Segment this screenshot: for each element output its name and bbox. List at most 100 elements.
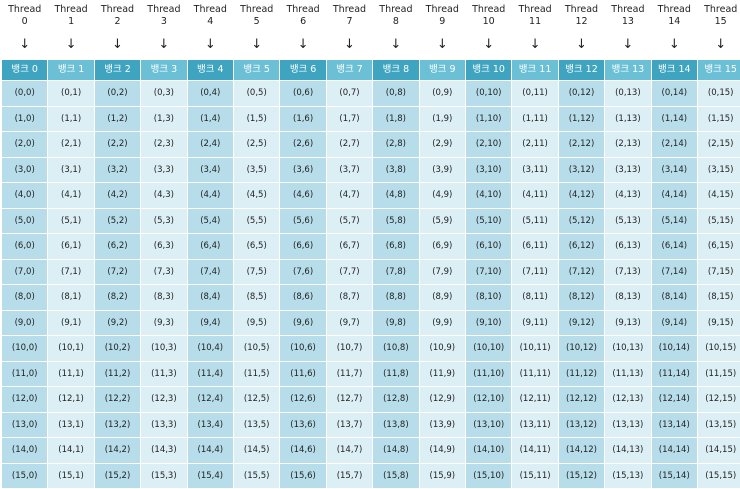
memory-cell: (12,11) [512, 387, 558, 412]
memory-cell: (2,9) [419, 132, 465, 157]
memory-cell: (13,13) [605, 412, 651, 437]
memory-cell: (15,7) [326, 463, 373, 488]
arrow-down-icon: ↓ [19, 37, 31, 52]
memory-cell: (9,9) [419, 310, 465, 335]
thread-word: Thread [147, 4, 181, 15]
thread-label-10: Thread 10 [466, 4, 511, 28]
memory-cell: (15,15) [698, 463, 740, 488]
memory-cell: (0,13) [605, 81, 651, 106]
thread-word: Thread [8, 4, 42, 15]
bank-header-11: 뱅크 11 [512, 60, 558, 80]
memory-cell: (9,0) [2, 310, 48, 335]
memory-cell: (7,3) [141, 259, 187, 284]
memory-cell: (7,4) [187, 259, 233, 284]
memory-cell: (10,0) [2, 336, 48, 361]
memory-cell: (2,5) [234, 132, 280, 157]
memory-cell: (14,5) [234, 438, 280, 463]
memory-cell: (5,6) [280, 208, 326, 233]
memory-cell: (13,3) [141, 412, 187, 437]
memory-cell: (13,15) [698, 412, 740, 437]
memory-cell: (4,7) [326, 183, 373, 208]
memory-cell: (15,3) [141, 463, 187, 488]
memory-cell: (1,2) [94, 106, 141, 131]
memory-cell: (7,10) [466, 259, 512, 284]
memory-cell: (14,9) [419, 438, 465, 463]
bank-header-3: 뱅크 3 [141, 60, 187, 80]
thread-label-11: Thread 11 [512, 4, 557, 28]
memory-cell: (0,11) [512, 81, 558, 106]
memory-cell: (11,6) [280, 361, 326, 386]
arrow-down-icon: ↓ [622, 37, 634, 52]
memory-cell: (4,14) [651, 183, 697, 208]
memory-cell: (3,10) [466, 157, 512, 182]
memory-cell: (4,11) [512, 183, 558, 208]
memory-cell: (5,8) [373, 208, 419, 233]
memory-cell: (2,1) [48, 132, 94, 157]
memory-cell: (10,15) [698, 336, 740, 361]
memory-cell: (3,4) [187, 157, 233, 182]
memory-cell: (12,13) [605, 387, 651, 412]
memory-cell: (0,4) [187, 81, 233, 106]
memory-cell: (12,3) [141, 387, 187, 412]
memory-cell: (4,4) [187, 183, 233, 208]
memory-cell: (10,4) [187, 336, 233, 361]
memory-cell: (8,7) [326, 285, 373, 310]
memory-cell: (12,0) [2, 387, 48, 412]
thread-number: 15 [714, 16, 727, 27]
thread-word: Thread [704, 4, 738, 15]
memory-cell: (9,1) [48, 310, 94, 335]
bank-header-0: 뱅크 0 [2, 60, 48, 80]
arrow-down-icon: ↓ [436, 37, 448, 52]
memory-cell: (3,11) [512, 157, 558, 182]
memory-cell: (14,6) [280, 438, 326, 463]
arrow-down-icon: ↓ [668, 37, 680, 52]
memory-cell: (4,13) [605, 183, 651, 208]
memory-cell: (8,8) [373, 285, 419, 310]
thread-label-4: Thread 4 [188, 4, 233, 28]
arrow-down-icon: ↓ [204, 37, 216, 52]
memory-cell: (4,10) [466, 183, 512, 208]
memory-cell: (14,3) [141, 438, 187, 463]
memory-cell: (4,8) [373, 183, 419, 208]
thread-number: 6 [300, 16, 307, 27]
memory-cell: (8,10) [466, 285, 512, 310]
memory-cell: (6,8) [373, 234, 419, 259]
memory-cell: (13,10) [466, 412, 512, 437]
memory-cell: (9,13) [605, 310, 651, 335]
memory-cell: (15,5) [234, 463, 280, 488]
memory-cell: (6,4) [187, 234, 233, 259]
memory-cell: (12,8) [373, 387, 419, 412]
memory-cell: (13,12) [558, 412, 605, 437]
memory-cell: (11,0) [2, 361, 48, 386]
thread-number: 10 [482, 16, 495, 27]
memory-cell: (2,4) [187, 132, 233, 157]
memory-cell: (4,9) [419, 183, 465, 208]
arrow-down-icon: ↓ [483, 37, 495, 52]
memory-cell: (13,7) [326, 412, 373, 437]
memory-cell: (9,15) [698, 310, 740, 335]
memory-cell: (6,9) [419, 234, 465, 259]
bank-header-12: 뱅크 12 [558, 60, 605, 80]
bank-header-1: 뱅크 1 [48, 60, 94, 80]
memory-cell: (14,7) [326, 438, 373, 463]
thread-number: 2 [114, 16, 121, 27]
memory-cell: (2,14) [651, 132, 697, 157]
memory-cell: (5,0) [2, 208, 48, 233]
memory-cell: (11,13) [605, 361, 651, 386]
memory-cell: (2,3) [141, 132, 187, 157]
memory-cell: (15,13) [605, 463, 651, 488]
memory-cell: (10,2) [94, 336, 141, 361]
memory-cell: (3,6) [280, 157, 326, 182]
memory-cell: (6,3) [141, 234, 187, 259]
memory-cell: (7,2) [94, 259, 141, 284]
memory-cell: (6,7) [326, 234, 373, 259]
thread-number: 0 [21, 16, 28, 27]
memory-cell: (9,11) [512, 310, 558, 335]
memory-cell: (4,5) [234, 183, 280, 208]
memory-cell: (0,9) [419, 81, 465, 106]
memory-cell: (9,4) [187, 310, 233, 335]
memory-cell: (3,0) [2, 157, 48, 182]
memory-cell: (3,14) [651, 157, 697, 182]
thread-word: Thread [425, 4, 459, 15]
